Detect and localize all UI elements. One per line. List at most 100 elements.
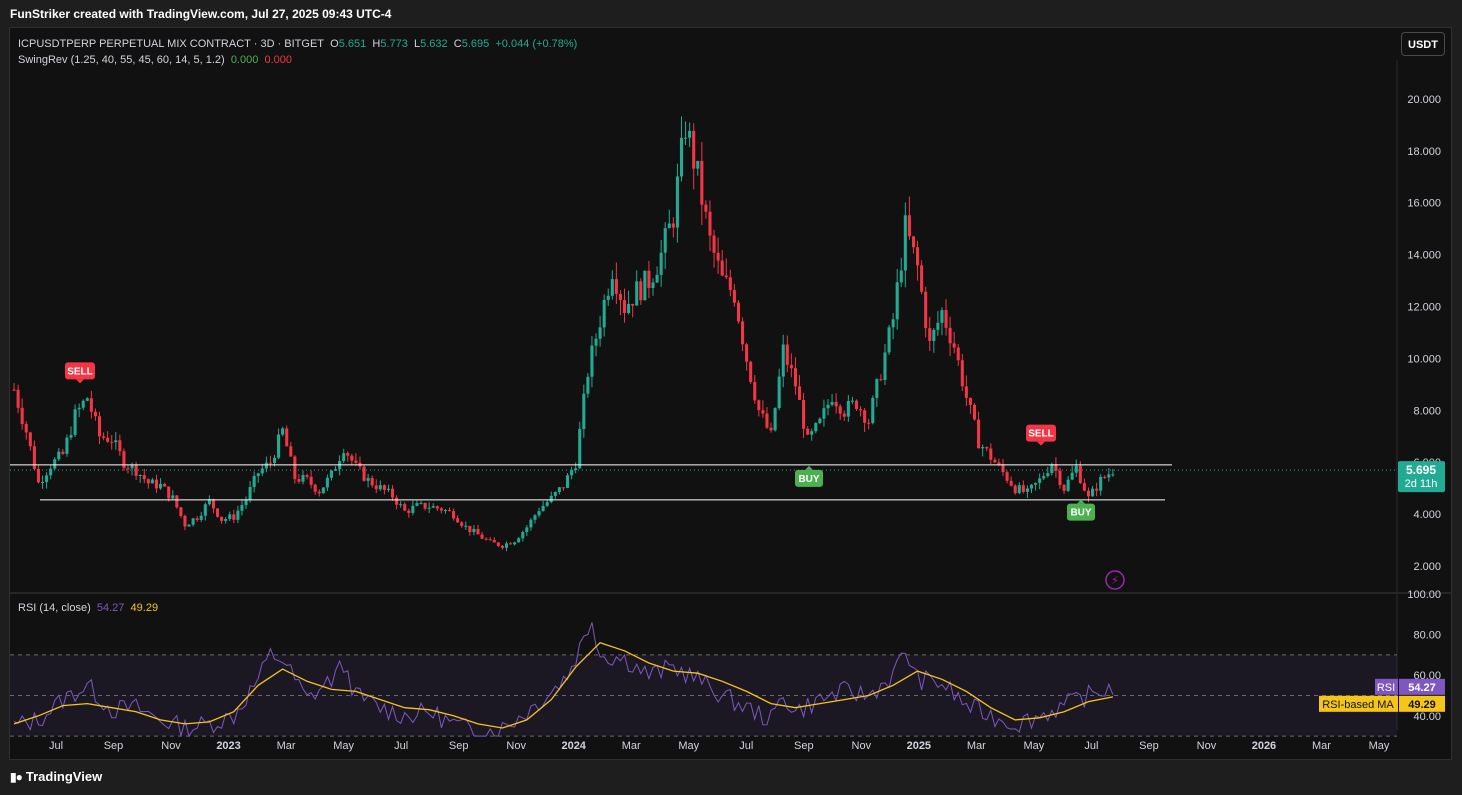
- candle-body: [985, 447, 989, 449]
- candle-body: [1095, 488, 1099, 491]
- candle-body: [504, 543, 509, 548]
- candle-body: [745, 344, 749, 362]
- signal-text: SELL: [1028, 429, 1054, 440]
- candle-body: [1021, 485, 1025, 492]
- signal-pointer: [805, 465, 813, 470]
- high-value: 5.773: [380, 38, 408, 50]
- candle-body: [277, 434, 281, 458]
- candle-body: [684, 137, 688, 139]
- time-tick-label: Nov: [506, 740, 526, 752]
- candle-body: [972, 404, 977, 420]
- candle-body: [220, 516, 224, 521]
- candle-body: [899, 270, 903, 283]
- candle-body: [753, 382, 757, 401]
- currency-button[interactable]: USDT: [1401, 32, 1445, 56]
- indicator-name[interactable]: SwingRev (1.25, 40, 55, 45, 60, 14, 5, 1…: [18, 54, 225, 66]
- candle-body: [211, 499, 215, 509]
- candle-body: [313, 484, 317, 492]
- candle-body: [305, 475, 309, 477]
- candle-body: [574, 468, 578, 471]
- tradingview-icon: ▮●: [10, 769, 23, 784]
- rsi-tick-label: 40.00: [1413, 711, 1441, 723]
- candle-body: [248, 486, 252, 500]
- candle-body: [854, 400, 859, 410]
- candle-body: [513, 542, 517, 545]
- candle-body: [667, 223, 671, 229]
- buy-signal-label: [1067, 503, 1095, 521]
- candle-body: [643, 270, 647, 301]
- candle-body: [264, 462, 268, 469]
- price-tick-label: 14.000: [1407, 250, 1441, 262]
- candle-body: [354, 460, 358, 463]
- top-bar: FunStriker created with TradingView.com,…: [0, 0, 1462, 28]
- candle-body: [989, 448, 993, 460]
- rsi-ma-value: 49.29: [130, 602, 159, 614]
- candle-body: [97, 416, 102, 437]
- time-tick-label: 2026: [1252, 740, 1276, 752]
- candle-body: [423, 502, 427, 509]
- rsi-value-text: 54.27: [1408, 682, 1436, 694]
- candle-body: [415, 503, 419, 506]
- candle-body: [618, 293, 622, 301]
- time-tick-label: Nov: [161, 740, 181, 752]
- time-tick-label: 2025: [907, 740, 931, 752]
- candle-body: [419, 502, 423, 504]
- candle-body: [781, 344, 785, 377]
- close-value: 5.695: [461, 38, 490, 50]
- candle-body: [85, 398, 89, 401]
- candle-body: [480, 534, 484, 539]
- price-tick-label: 10.000: [1407, 353, 1441, 365]
- candle-body: [215, 508, 220, 517]
- time-tick-label: Jul: [739, 740, 753, 752]
- candle-body: [679, 137, 684, 177]
- candle-body: [171, 495, 175, 499]
- candle-body: [797, 386, 802, 400]
- candle-body: [891, 319, 895, 328]
- candle-body: [102, 436, 106, 438]
- candle-body: [456, 518, 460, 523]
- rsi-indicator-name[interactable]: RSI (14, close): [18, 602, 91, 614]
- bottom-bar: ▮● TradingView: [0, 760, 1462, 795]
- candle-body: [289, 446, 293, 457]
- candle-body: [334, 469, 338, 471]
- candle-body: [1107, 474, 1111, 478]
- candle-body: [586, 376, 590, 394]
- candle-body: [639, 281, 643, 301]
- rsi-ma-value-badge: [1399, 695, 1445, 712]
- candle-body: [1017, 485, 1021, 494]
- candle-body: [1074, 465, 1078, 473]
- candle-body: [692, 130, 696, 169]
- time-tick-label: May: [1023, 740, 1044, 752]
- rsi-label-badge: [1375, 678, 1398, 695]
- candle-body: [378, 485, 382, 490]
- candle-body: [757, 400, 761, 411]
- candle-body: [863, 410, 867, 423]
- candle-body: [12, 389, 16, 391]
- high-label: H: [372, 38, 381, 50]
- candle-body: [651, 282, 655, 288]
- change-value: +0.044 (+0.78%): [495, 38, 578, 50]
- candle-body: [582, 393, 586, 429]
- buy-signal-label: [795, 469, 823, 487]
- price-tick-label: 2.000: [1413, 561, 1441, 573]
- candle-body: [659, 252, 663, 275]
- candle-body: [553, 491, 557, 496]
- signal-pointer: [1037, 441, 1045, 446]
- symbol-title[interactable]: ICPUSDTPERP PERPETUAL MIX CONTRACT · 3D …: [18, 38, 325, 50]
- candle-body: [850, 400, 854, 402]
- candle-body: [309, 476, 313, 485]
- candle-body: [285, 428, 289, 447]
- candle-body: [32, 446, 36, 469]
- candle-body: [736, 302, 741, 322]
- candle-body: [500, 545, 504, 548]
- candle-body: [647, 270, 651, 288]
- candle-body: [932, 329, 936, 341]
- rsi-value-badge: [1399, 678, 1445, 695]
- candle-body: [73, 409, 77, 435]
- candle-body: [602, 299, 606, 328]
- candle-body: [964, 386, 968, 398]
- indicator-value-1: 0.000: [230, 54, 259, 66]
- tradingview-logo[interactable]: ▮● TradingView: [10, 769, 102, 784]
- candle-body: [928, 328, 932, 341]
